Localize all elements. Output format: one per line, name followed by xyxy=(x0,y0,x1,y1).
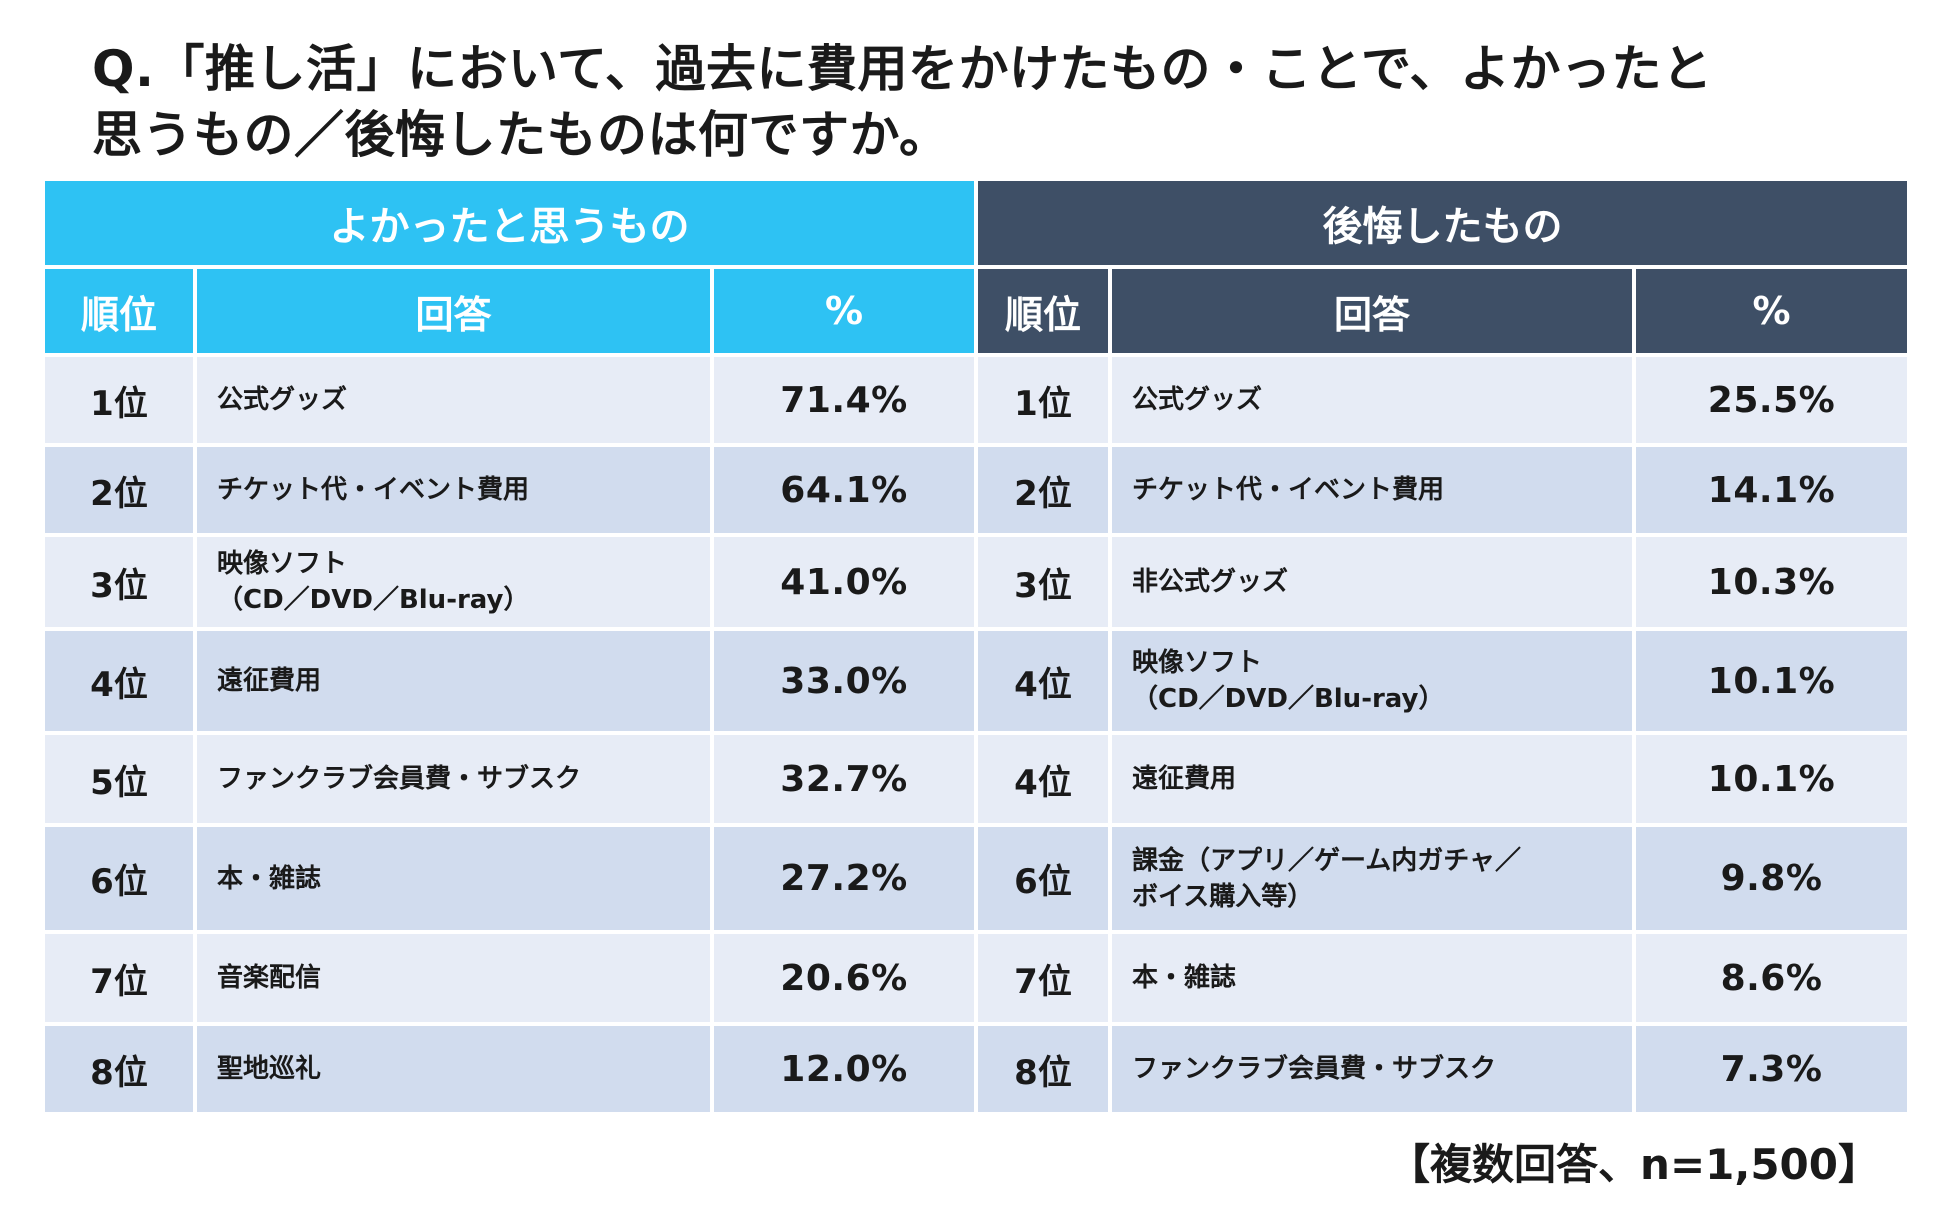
regret-header-percent: % xyxy=(1636,269,1907,353)
good-row-8-rank: 8位 xyxy=(45,1026,193,1112)
question-line-1: Q.「推し活」において、過去に費用をかけたもの・ことで、よかったと xyxy=(92,40,1713,98)
good-row-3-answer: 映像ソフト （CD／DVD／Blu-ray） xyxy=(197,537,710,627)
good-row-6-answer: 本・雑誌 xyxy=(197,827,710,930)
regret-row-3-answer: 非公式グッズ xyxy=(1112,537,1632,627)
regret-header-answer: 回答 xyxy=(1112,269,1632,353)
regret-row-1-answer: 公式グッズ xyxy=(1112,357,1632,443)
regret-row-2-percent: 14.1% xyxy=(1636,447,1907,533)
good-header-percent: % xyxy=(714,269,974,353)
good-table: よかったと思うもの 順位 回答 % 1位 公式グッズ 71.4% 2位 チケット… xyxy=(45,181,974,1112)
good-row-6-percent: 27.2% xyxy=(714,827,974,930)
regret-row-1-percent: 25.5% xyxy=(1636,357,1907,443)
good-row-3-rank: 3位 xyxy=(45,537,193,627)
regret-header-rank: 順位 xyxy=(978,269,1108,353)
question-title: Q.「推し活」において、過去に費用をかけたもの・ことで、よかったと 思うもの／後… xyxy=(92,36,1892,168)
good-row-1-rank: 1位 xyxy=(45,357,193,443)
regret-row-1-rank: 1位 xyxy=(978,357,1108,443)
good-row-2-percent: 64.1% xyxy=(714,447,974,533)
regret-row-2-answer: チケット代・イベント費用 xyxy=(1112,447,1632,533)
regret-row-7-rank: 7位 xyxy=(978,934,1108,1022)
regret-row-5-answer: 遠征費用 xyxy=(1112,735,1632,823)
good-row-2-answer: チケット代・イベント費用 xyxy=(197,447,710,533)
good-row-1-answer: 公式グッズ xyxy=(197,357,710,443)
good-row-2-rank: 2位 xyxy=(45,447,193,533)
regret-row-4-answer: 映像ソフト （CD／DVD／Blu-ray） xyxy=(1112,631,1632,731)
regret-row-3-rank: 3位 xyxy=(978,537,1108,627)
regret-row-7-percent: 8.6% xyxy=(1636,934,1907,1022)
good-row-6-rank: 6位 xyxy=(45,827,193,930)
good-header-rank: 順位 xyxy=(45,269,193,353)
good-row-8-percent: 12.0% xyxy=(714,1026,974,1112)
good-row-7-answer: 音楽配信 xyxy=(197,934,710,1022)
regret-row-5-percent: 10.1% xyxy=(1636,735,1907,823)
good-row-5-percent: 32.7% xyxy=(714,735,974,823)
sample-footnote: 【複数回答、n=1,500】 xyxy=(1388,1140,1880,1189)
regret-table-title: 後悔したもの xyxy=(978,181,1907,265)
good-row-5-rank: 5位 xyxy=(45,735,193,823)
good-row-7-rank: 7位 xyxy=(45,934,193,1022)
good-row-1-percent: 71.4% xyxy=(714,357,974,443)
good-row-4-answer: 遠征費用 xyxy=(197,631,710,731)
good-table-title: よかったと思うもの xyxy=(45,181,974,265)
regret-row-7-answer: 本・雑誌 xyxy=(1112,934,1632,1022)
good-row-8-answer: 聖地巡礼 xyxy=(197,1026,710,1112)
good-row-5-answer: ファンクラブ会員費・サブスク xyxy=(197,735,710,823)
regret-row-6-rank: 6位 xyxy=(978,827,1108,930)
regret-row-6-percent: 9.8% xyxy=(1636,827,1907,930)
regret-row-3-percent: 10.3% xyxy=(1636,537,1907,627)
question-line-2: 思うもの／後悔したものは何ですか。 xyxy=(92,106,950,164)
good-row-4-percent: 33.0% xyxy=(714,631,974,731)
regret-row-2-rank: 2位 xyxy=(978,447,1108,533)
regret-row-4-percent: 10.1% xyxy=(1636,631,1907,731)
regret-row-8-percent: 7.3% xyxy=(1636,1026,1907,1112)
good-row-3-percent: 41.0% xyxy=(714,537,974,627)
regret-row-6-answer: 課金（アプリ／ゲーム内ガチャ／ ボイス購入等） xyxy=(1112,827,1632,930)
regret-row-8-rank: 8位 xyxy=(978,1026,1108,1112)
regret-row-5-rank: 4位 xyxy=(978,735,1108,823)
regret-table: 後悔したもの 順位 回答 % 1位 公式グッズ 25.5% 2位 チケット代・イ… xyxy=(978,181,1907,1112)
regret-row-8-answer: ファンクラブ会員費・サブスク xyxy=(1112,1026,1632,1112)
regret-row-4-rank: 4位 xyxy=(978,631,1108,731)
good-row-7-percent: 20.6% xyxy=(714,934,974,1022)
good-header-answer: 回答 xyxy=(197,269,710,353)
good-row-4-rank: 4位 xyxy=(45,631,193,731)
